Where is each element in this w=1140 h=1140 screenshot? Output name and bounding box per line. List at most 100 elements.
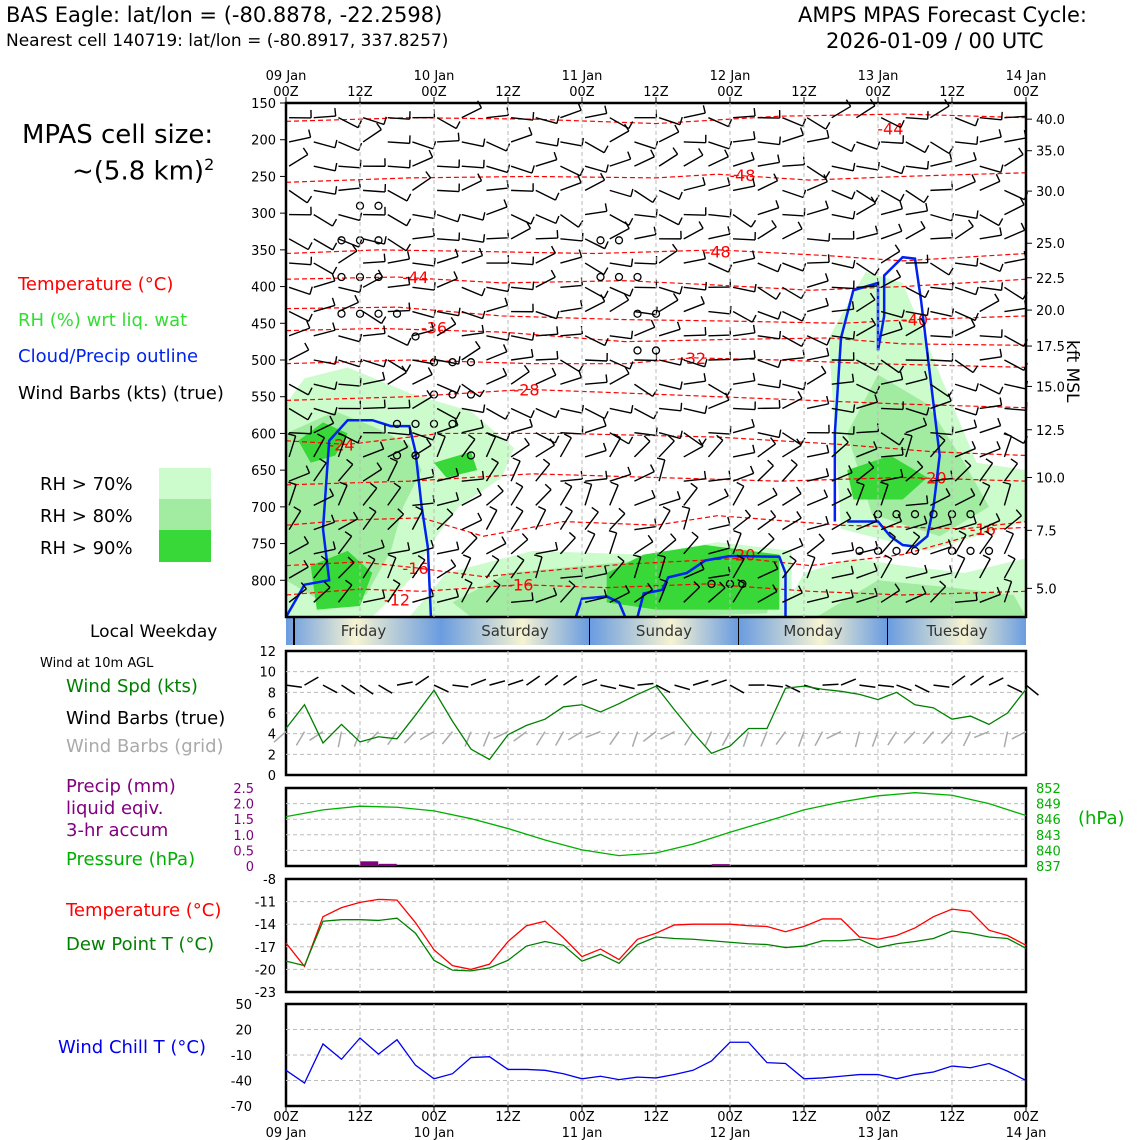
bottom-date-label: 11 Jan <box>562 1126 603 1140</box>
grid-wind-barb <box>940 731 953 745</box>
wind-barb-shaft <box>560 407 583 414</box>
wind-barb-shaft <box>831 380 854 385</box>
wind-barb-shaft <box>930 335 953 338</box>
wind-barb-shaft <box>707 587 726 603</box>
wind-barb-flag <box>899 371 904 380</box>
wind-barb-shaft <box>437 139 460 143</box>
wind-barb-shaft <box>757 161 780 167</box>
wind-barb-shaft <box>535 358 558 361</box>
wind-barb-flag <box>677 217 683 226</box>
wind-barb-flag <box>985 458 993 464</box>
windchill-tick-label: -70 <box>231 1100 252 1115</box>
wind-barb-flag <box>999 397 1003 406</box>
wind-barb-shaft <box>337 484 348 506</box>
wind-barb-shaft <box>362 378 385 385</box>
wind-barb-flag <box>874 587 879 596</box>
grid-wind-barb <box>660 730 675 740</box>
wind-barb-shaft <box>905 536 921 555</box>
wind-barb-shaft <box>979 116 1002 121</box>
wind-barb-shaft <box>387 359 407 373</box>
legend-rh90-label: RH > 90% <box>40 538 133 559</box>
wind-barb-flag <box>825 297 829 306</box>
wind-barb-shaft <box>732 257 755 264</box>
wind-barb-shaft <box>338 335 360 343</box>
wind-barb-shaft <box>313 214 333 227</box>
wind-barb-shaft <box>905 522 928 531</box>
wind-barb-shaft <box>461 310 483 320</box>
wind-barb-shaft <box>782 213 805 217</box>
wind-barb-shaft <box>930 310 953 317</box>
top-date-label: 13 Jan <box>858 69 899 84</box>
true-wind-barb <box>322 684 338 694</box>
temp-tick-label: -11 <box>255 896 276 911</box>
wind-barb-flag <box>523 364 530 373</box>
wind-barb-shaft <box>856 262 876 276</box>
temp-tick-label: -8 <box>263 873 276 888</box>
bottom-time-label: 00Z <box>273 1110 299 1125</box>
temp-tick-label: -20 <box>255 963 276 978</box>
grid-wind-barb <box>642 731 657 742</box>
wind-barb-flag <box>869 292 876 301</box>
calm-wind-circle <box>466 358 476 367</box>
wind-barb-flag <box>995 513 1001 521</box>
wind-barb-shaft <box>288 327 310 337</box>
top-time-label: 12Z <box>347 85 373 100</box>
wind-barb-flag <box>752 444 756 453</box>
grid-wind-barb <box>309 730 324 741</box>
wind-barb-shaft <box>609 513 626 531</box>
wind-barb-shaft <box>831 441 849 458</box>
wind-barb-shaft <box>584 210 607 216</box>
wind-barb-flag <box>773 173 779 182</box>
wind-barb-shaft <box>560 182 582 192</box>
wind-barb-flag <box>338 433 347 437</box>
true-wind-barb <box>840 678 857 686</box>
wind-barb-shaft <box>979 404 1002 410</box>
wind-barb-shaft <box>856 569 878 579</box>
wind-barb-shaft <box>733 407 756 411</box>
wind-barb-shaft <box>732 426 755 434</box>
wind-barb-shaft <box>856 105 876 119</box>
wind-barb-flag <box>798 537 804 546</box>
wind-barb-shaft <box>609 437 622 458</box>
wind-barb-flag <box>703 373 707 382</box>
wind-barb-flag <box>530 348 534 358</box>
wind-barb-shaft <box>954 310 976 322</box>
wind-tick-label: 2 <box>268 748 276 763</box>
wind-barb-flag <box>624 123 630 132</box>
wind-barb-shaft <box>313 521 335 531</box>
wind-barb-flag <box>926 407 930 416</box>
wind-barb-shaft <box>905 571 928 579</box>
wind-barb-flag <box>491 554 500 561</box>
wind-barb-flag <box>457 213 461 222</box>
wind-barb-flag <box>726 388 732 396</box>
wind-barb-flag <box>873 441 878 450</box>
wind-barb-shaft <box>658 383 681 390</box>
bottom-date-label: 10 Jan <box>414 1126 455 1140</box>
wind-barb-shaft <box>362 359 385 368</box>
calm-wind-circle <box>596 236 605 245</box>
wind-barb-flag <box>531 165 535 174</box>
wind-barb-flag <box>797 585 803 594</box>
wind-barb-shaft <box>288 189 308 204</box>
pressure-tick-label: 350 <box>251 244 276 259</box>
true-wind-barb <box>674 684 691 691</box>
wind-barb-shaft <box>436 436 446 458</box>
wind-barb-shaft <box>905 592 927 603</box>
wind-barb-flag <box>376 122 382 131</box>
wind-barb-flag <box>870 317 877 326</box>
wind-barb-shaft <box>881 141 904 144</box>
wind-barb-shaft <box>560 333 583 337</box>
wind-barb-shaft <box>560 256 582 264</box>
wind-barb-shaft <box>461 426 484 434</box>
wind-barb-shaft <box>313 437 326 458</box>
wind-barb-shaft <box>436 213 459 223</box>
temperature-contour-label: -28 <box>513 380 539 399</box>
wind-barb-flag <box>332 266 338 275</box>
true-wind-barb <box>692 679 709 686</box>
wind-barb-shaft <box>757 262 779 273</box>
wind-barb-flag <box>544 483 552 491</box>
wind-barb-shaft <box>486 114 509 119</box>
wind-barb-shaft <box>461 347 481 361</box>
calm-wind-circle <box>633 272 642 282</box>
wind-barb-flag <box>752 324 756 333</box>
